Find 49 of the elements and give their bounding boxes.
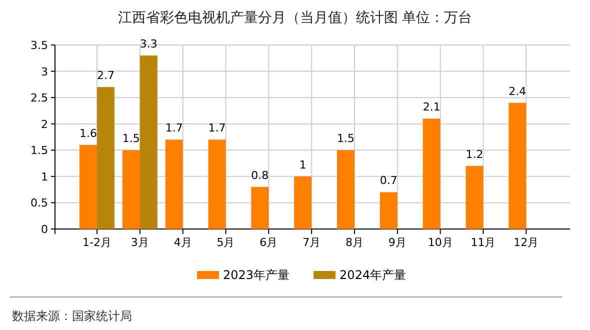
data-label: 1.7 xyxy=(208,122,226,135)
bar xyxy=(466,166,484,229)
bar xyxy=(294,176,312,229)
y-tick-label: 2.5 xyxy=(30,92,48,105)
bar xyxy=(140,56,158,229)
data-label: 2.7 xyxy=(97,69,114,82)
y-tick-label: 0 xyxy=(41,223,48,236)
x-tick-label: 12月 xyxy=(514,236,539,249)
data-label: 3.3 xyxy=(140,38,158,51)
source-note: 数据来源：国家统计局 xyxy=(12,309,132,323)
bar xyxy=(97,87,114,229)
data-label: 1.2 xyxy=(466,148,484,161)
data-label: 1.7 xyxy=(165,122,183,135)
x-tick-label: 8月 xyxy=(346,236,364,249)
y-tick-label: 0.5 xyxy=(30,196,48,210)
bar xyxy=(122,150,140,229)
data-label: 0.7 xyxy=(380,174,398,188)
bar xyxy=(337,150,354,229)
data-label: 2.4 xyxy=(508,84,526,98)
legend-label: 2024年产量 xyxy=(340,268,406,282)
x-tick-label: 9月 xyxy=(388,236,406,249)
bar xyxy=(380,192,398,229)
y-tick-label: 3 xyxy=(41,65,48,78)
data-label: 2.1 xyxy=(422,100,440,114)
data-label: 1.5 xyxy=(337,132,354,146)
bar xyxy=(80,144,97,229)
x-tick-label: 6月 xyxy=(260,236,278,249)
x-tick-label: 3月 xyxy=(130,236,149,249)
legend-label: 2023年产量 xyxy=(223,268,290,282)
y-tick-label: 3.5 xyxy=(30,39,48,52)
x-tick-label: 5月 xyxy=(216,236,235,249)
x-tick-label: 4月 xyxy=(174,236,192,249)
bar xyxy=(508,102,526,229)
bar xyxy=(422,118,440,229)
data-label: 0.8 xyxy=(251,168,269,182)
data-label: 1.5 xyxy=(122,132,140,146)
x-tick-label: 11月 xyxy=(470,236,496,249)
data-label: 1.6 xyxy=(80,126,97,140)
x-tick-label: 10月 xyxy=(428,236,453,249)
bar xyxy=(251,186,269,229)
data-label: 1 xyxy=(299,158,306,172)
bar xyxy=(208,140,226,229)
y-tick-label: 1 xyxy=(41,170,48,184)
bar xyxy=(165,140,183,229)
x-tick-label: 1-2月 xyxy=(82,236,112,249)
title: 江西省彩色电视机产量分月（当月值）统计图 单位：万台 xyxy=(118,10,472,26)
y-tick-label: 1.5 xyxy=(30,144,48,158)
x-tick-label: 7月 xyxy=(302,236,321,249)
y-tick-label: 2 xyxy=(41,118,48,131)
